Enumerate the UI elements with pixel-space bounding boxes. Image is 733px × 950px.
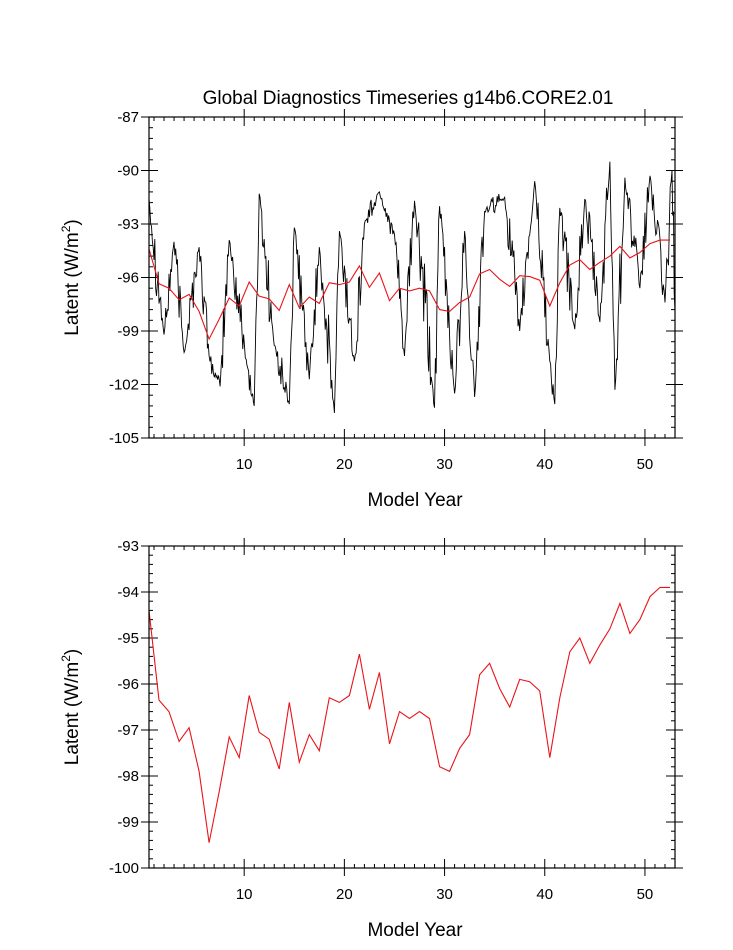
series-annual-line [148, 586, 670, 843]
y-tick-label: -93 [117, 538, 139, 555]
y-tick-label: -99 [117, 814, 139, 831]
series-annual-line [148, 239, 670, 341]
y-tick-label: -90 [117, 163, 139, 180]
y-axis-label: Latent (W/m2) [59, 649, 83, 766]
x-tick-label: 40 [536, 456, 553, 473]
plot-frame [148, 116, 676, 439]
x-tick-label: 30 [436, 456, 453, 473]
y-tick-label: -93 [117, 216, 139, 233]
y-tick-label: -105 [109, 430, 139, 447]
y-tick-label: -99 [117, 323, 139, 340]
x-axis-label: Model Year [367, 490, 463, 511]
y-tick-label: -95 [117, 630, 139, 647]
y-tick-label: -96 [117, 270, 139, 287]
bottom-panel: 10 20 30 40 50 -100 -99 -98 -97 -96 -95 -94 -93 Model… [59, 538, 683, 941]
y-tick-label: -96 [117, 676, 139, 693]
top-panel: 10 20 30 40 50 -105 -102 -99 -96 -93 -90 -87 Model Y… [59, 109, 683, 511]
y-tick-label: -87 [117, 109, 139, 126]
x-tick-label: 20 [336, 886, 353, 903]
y-axis-label: Latent (W/m2) [59, 219, 83, 336]
plot-frame [148, 545, 676, 869]
y-tick-label: -100 [109, 860, 139, 877]
x-tick-label: 50 [637, 886, 654, 903]
x-tick-label: 50 [637, 456, 654, 473]
y-tick-label: -102 [109, 377, 139, 394]
y-tick-label: -94 [117, 584, 139, 601]
x-tick-label: 20 [336, 456, 353, 473]
y-tick-label: -97 [117, 722, 139, 739]
x-tick-label: 10 [236, 456, 253, 473]
chart-title: Global Diagnostics Timeseries g14b6.CORE… [203, 88, 614, 109]
x-tick-label: 40 [536, 886, 553, 903]
x-axis-label: Model Year [367, 920, 463, 941]
x-tick-label: 10 [236, 886, 253, 903]
series-monthly-line [148, 161, 676, 414]
y-tick-label: -98 [117, 768, 139, 785]
x-tick-label: 30 [436, 886, 453, 903]
